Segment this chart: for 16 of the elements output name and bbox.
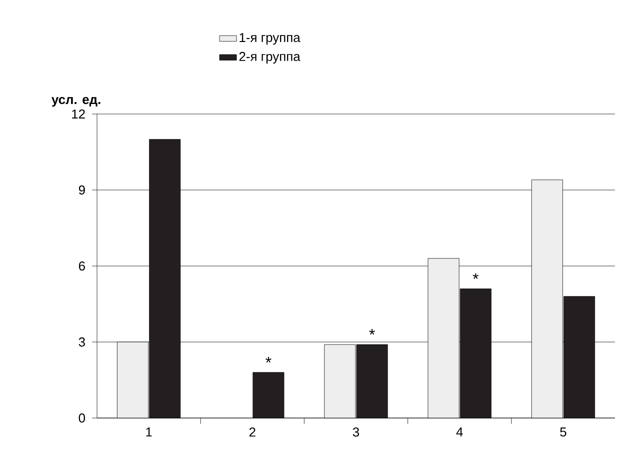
annotation: * bbox=[472, 273, 479, 279]
y-tick-label: 12 bbox=[72, 109, 85, 119]
y-tick-label: 0 bbox=[78, 413, 86, 423]
x-tick-label: 1 bbox=[146, 428, 152, 436]
annotation: * bbox=[369, 329, 375, 335]
annotation: * bbox=[266, 356, 272, 363]
x-tick-label: 3 bbox=[352, 427, 360, 437]
y-tick-label: 6 bbox=[78, 261, 85, 271]
y-tick-label: 3 bbox=[78, 337, 85, 347]
x-tick-label: 2 bbox=[249, 427, 256, 437]
y-axis-title: усл. ед. bbox=[52, 97, 100, 107]
legend-label: 2-я группа bbox=[239, 52, 300, 64]
y-tick-label: 9 bbox=[78, 185, 85, 195]
x-tick-label: 4 bbox=[456, 428, 463, 436]
legend-label: 1-я группа bbox=[240, 33, 300, 45]
x-tick-label: 5 bbox=[560, 428, 566, 437]
